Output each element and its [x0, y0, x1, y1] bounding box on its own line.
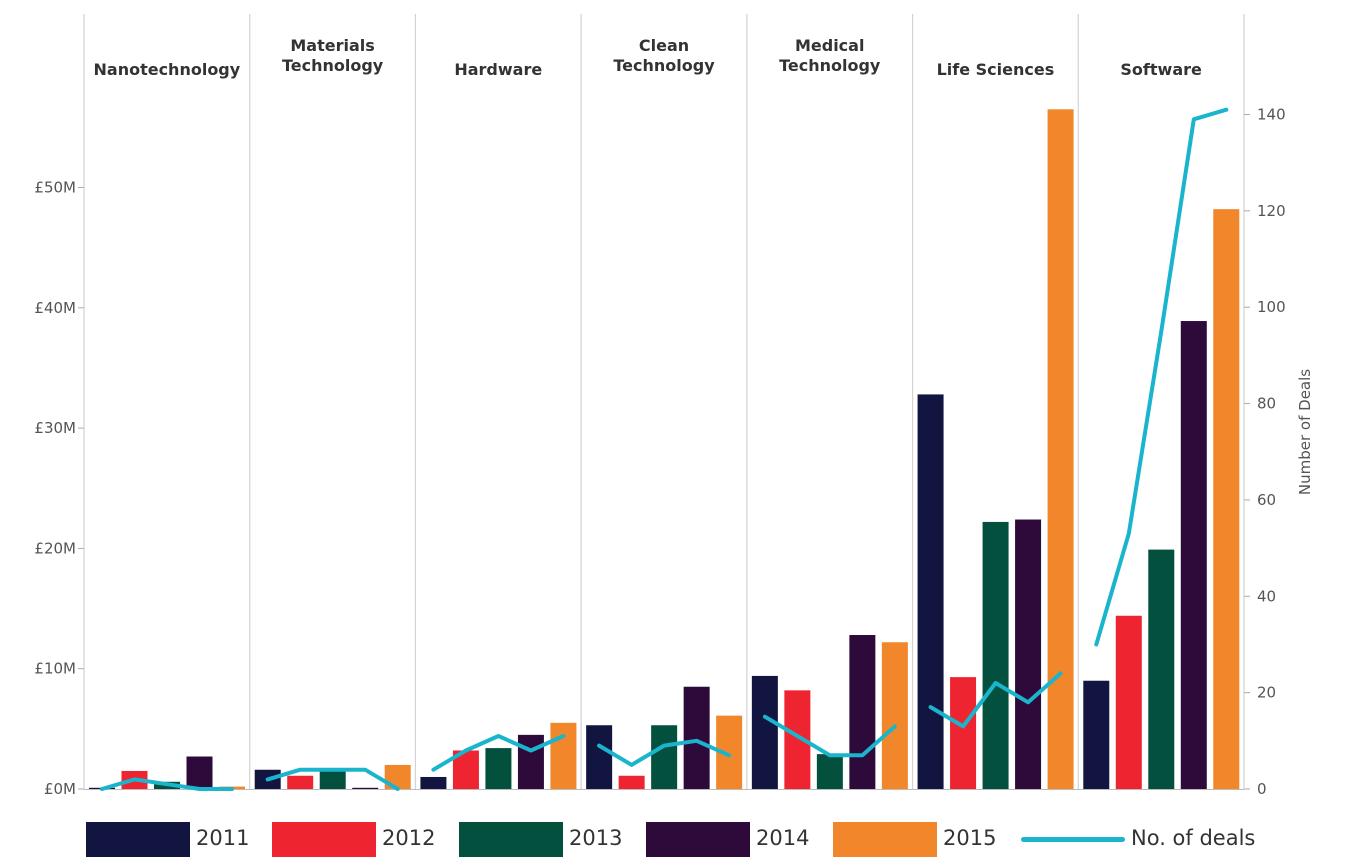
left-tick-label: £0M — [44, 780, 76, 798]
right-tick-label: 20 — [1257, 684, 1276, 702]
deal-line — [762, 714, 897, 758]
category-label: Materials Technology — [282, 36, 384, 75]
bar — [849, 635, 876, 789]
bar — [352, 787, 379, 789]
bar — [917, 394, 944, 789]
bar — [982, 521, 1009, 789]
category-label: Life Sciences — [937, 60, 1055, 79]
bar — [950, 677, 977, 789]
category-separators — [83, 14, 1245, 790]
right-tick-label: 60 — [1257, 491, 1276, 509]
right-tick-label: 0 — [1257, 780, 1267, 798]
left-tick-label: £10M — [34, 660, 76, 678]
deal-line — [597, 738, 732, 767]
left-tick-label: £20M — [34, 539, 76, 557]
legend-label-2014: 2014 — [756, 826, 810, 850]
bar — [1148, 549, 1175, 789]
deal-line — [265, 767, 400, 791]
bar — [1213, 209, 1240, 790]
bar — [816, 754, 843, 789]
right-tick-label: 80 — [1257, 395, 1276, 413]
deal-lines — [100, 107, 1229, 791]
right-tick-label: 100 — [1257, 298, 1286, 316]
left-tick-label: £30M — [34, 419, 76, 437]
deal-line — [1094, 107, 1229, 647]
bar — [186, 756, 213, 789]
right-tick-label: 140 — [1257, 105, 1286, 123]
legend-label-2012: 2012 — [382, 826, 436, 850]
bar — [881, 642, 908, 789]
legend-line-deals — [1021, 837, 1125, 842]
bars — [89, 109, 1240, 790]
legend-swatch-2013 — [459, 822, 563, 857]
category-label: Nanotechnology — [94, 60, 241, 79]
deal-line — [100, 777, 234, 791]
bar — [683, 686, 710, 789]
legend-label-2011: 2011 — [196, 826, 250, 850]
category-label: Clean Technology — [613, 36, 715, 75]
bar — [618, 775, 645, 789]
bar — [485, 748, 512, 789]
left-tick-label: £40M — [34, 299, 76, 317]
legend-label-2015: 2015 — [943, 826, 997, 850]
right-tick-label: 120 — [1257, 202, 1286, 220]
bar — [1115, 615, 1142, 789]
bar — [586, 725, 613, 789]
bar — [287, 775, 314, 789]
bar — [1015, 519, 1042, 789]
bar — [1047, 109, 1074, 790]
left-tick-label: £50M — [34, 179, 76, 197]
legend-label-2013: 2013 — [569, 826, 623, 850]
legend-swatch-2011 — [86, 822, 190, 857]
bar — [420, 776, 447, 789]
bar — [751, 675, 778, 789]
right-tick-label: 40 — [1257, 587, 1276, 605]
legend: 2011 2012 2013 2014 2015 No. of deals — [86, 820, 1348, 858]
left-axis: £0M £10M £20M £30M £40M £50M — [34, 179, 84, 798]
chart-area: Nanotechnology Materials Technology Hardwar… — [34, 14, 1314, 798]
bar — [651, 725, 678, 789]
deal-line — [431, 734, 566, 772]
right-axis-title: Number of Deals — [1296, 369, 1314, 495]
category-label: Hardware — [454, 60, 542, 79]
legend-swatch-2014 — [646, 822, 750, 857]
bar — [550, 722, 577, 789]
right-axis: 0 20 40 60 80 100 120 140 — [1244, 105, 1286, 798]
deal-line — [928, 671, 1063, 729]
bar — [1083, 680, 1110, 789]
legend-label-deals: No. of deals — [1131, 826, 1256, 850]
legend-swatch-2015 — [833, 822, 937, 857]
category-label: Medical Technology — [779, 36, 881, 75]
bar — [1180, 321, 1207, 789]
bar — [319, 769, 346, 789]
bar — [517, 734, 544, 789]
legend-swatch-2012 — [272, 822, 376, 857]
category-labels: Nanotechnology Materials Technology Hardwar… — [94, 36, 1202, 79]
category-label: Software — [1120, 60, 1202, 79]
